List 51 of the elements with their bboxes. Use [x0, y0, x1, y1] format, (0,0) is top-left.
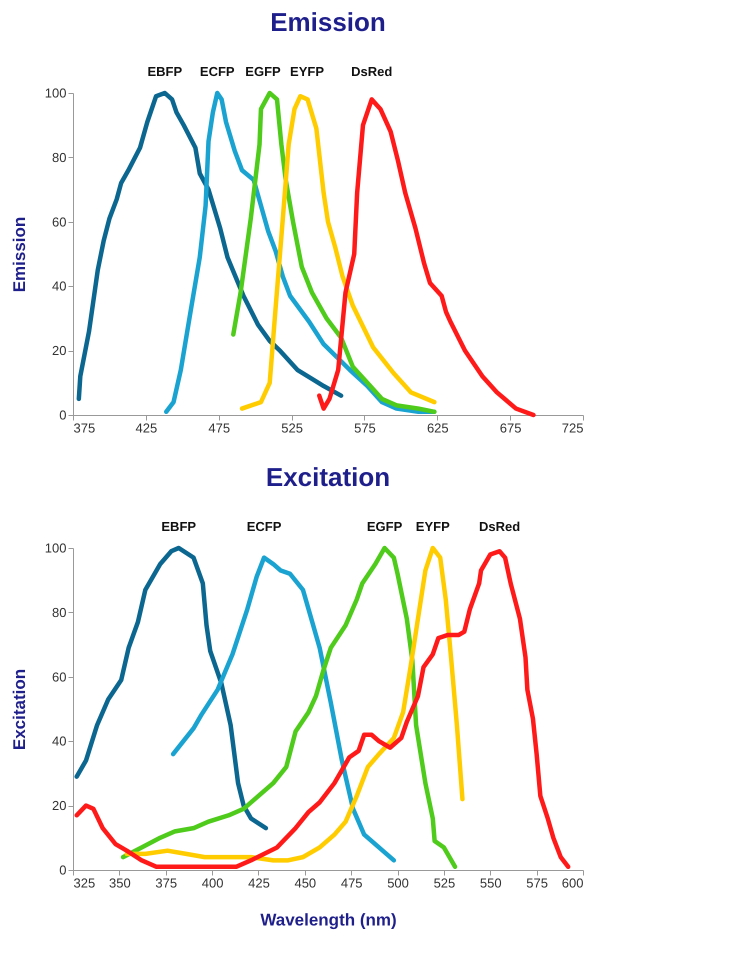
- y-tick-label: 100: [44, 86, 66, 100]
- y-tick-label: 40: [52, 278, 66, 294]
- series-label: ECFP: [200, 64, 235, 79]
- line-series: [76, 90, 344, 402]
- x-tick-label: 575: [526, 876, 548, 890]
- x-tick-label: 625: [426, 420, 449, 436]
- x-tick-label: 525: [281, 420, 303, 436]
- x-tick-label: 325: [74, 876, 96, 890]
- x-tick-label: 500: [387, 876, 409, 890]
- series-label: EGFP: [245, 64, 282, 79]
- x-axis-title: Wavelength (nm): [260, 910, 397, 930]
- x-tick-label: 475: [340, 876, 363, 890]
- y-tick-label: 20: [52, 343, 66, 358]
- y-tick-label: 0: [59, 862, 66, 878]
- series-label: EYFP: [416, 519, 450, 534]
- x-tick-label: 375: [155, 876, 178, 890]
- x-tick-label: 350: [109, 876, 131, 890]
- x-tick-label: 400: [202, 876, 224, 890]
- y-tick-label: 20: [52, 798, 66, 814]
- x-tick-label: 475: [208, 420, 230, 436]
- chart-title: Excitation: [266, 462, 390, 492]
- series-label: EBFP: [161, 519, 196, 534]
- text: DsRed: [351, 64, 392, 79]
- text: ECFP: [246, 519, 282, 534]
- y-tick-label: 0: [59, 408, 66, 422]
- x-tick-label: 550: [480, 876, 502, 890]
- x-tick-label: 375: [74, 420, 96, 436]
- x-tick-label: 675: [500, 420, 522, 436]
- x-tick-label: 575: [354, 420, 376, 436]
- x-tick-label: 450: [294, 876, 316, 890]
- x-tick-label: 425: [248, 876, 270, 890]
- series-label: EGFP: [366, 519, 403, 534]
- x-tick-label: 525: [434, 876, 456, 890]
- y-axis-title: Emission: [10, 216, 29, 292]
- x-tick-label: 600: [562, 876, 584, 890]
- series-label: EYFP: [290, 64, 324, 79]
- y-tick-label: 80: [52, 604, 66, 620]
- chart-title: Emission: [270, 7, 386, 37]
- y-tick-label: 100: [44, 540, 66, 556]
- y-tick-label: 60: [52, 214, 66, 230]
- y-axis-title: Excitation: [10, 668, 29, 750]
- line-series: [74, 546, 268, 830]
- series-label: EBFP: [147, 64, 182, 79]
- series-label: DsRed: [478, 519, 520, 534]
- x-tick-label: 725: [562, 420, 584, 436]
- line-series: [170, 555, 396, 863]
- y-tick-label: 40: [52, 734, 66, 749]
- x-tick-label: 425: [136, 420, 158, 436]
- y-tick-label: 60: [52, 669, 66, 684]
- line-series: [317, 97, 536, 418]
- y-tick-label: 80: [52, 150, 66, 165]
